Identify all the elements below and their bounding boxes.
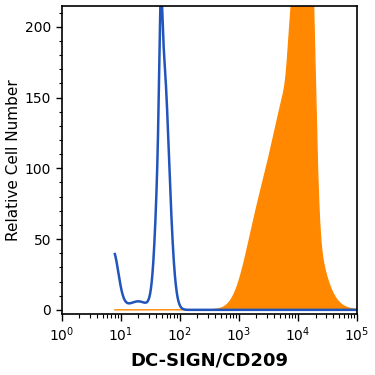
X-axis label: DC-SIGN/CD209: DC-SIGN/CD209 — [130, 351, 288, 369]
Y-axis label: Relative Cell Number: Relative Cell Number — [6, 79, 21, 241]
